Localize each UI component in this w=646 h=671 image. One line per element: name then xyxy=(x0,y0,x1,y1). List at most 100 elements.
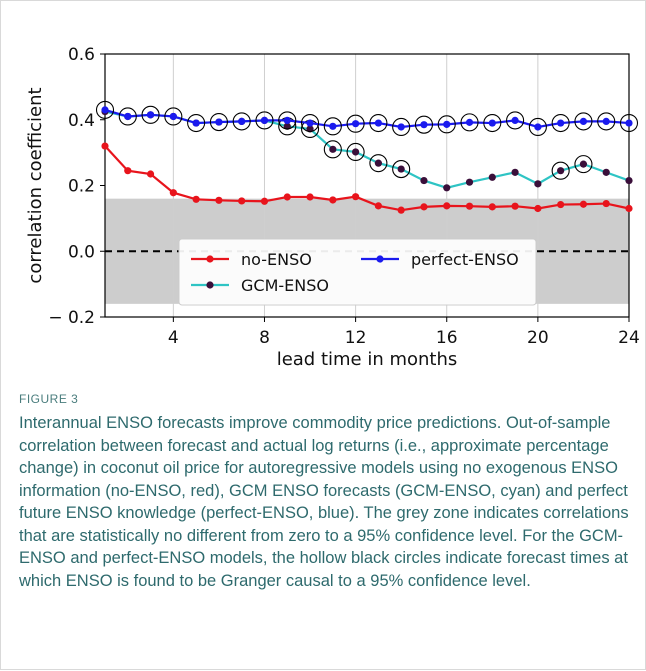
y-tick-label: 0.0 xyxy=(68,242,95,262)
granger-circle xyxy=(232,112,251,131)
data-point xyxy=(443,120,451,128)
data-point xyxy=(602,199,610,208)
data-point xyxy=(557,167,565,175)
data-point xyxy=(306,125,314,133)
x-tick-label: 20 xyxy=(527,328,549,348)
data-point xyxy=(534,204,542,213)
data-point xyxy=(557,200,565,209)
data-point xyxy=(465,178,474,186)
granger-circle xyxy=(392,160,411,179)
data-point xyxy=(124,112,132,121)
data-point xyxy=(169,112,177,121)
granger-circle xyxy=(300,113,320,133)
legend-marker xyxy=(206,281,214,289)
series-line xyxy=(104,108,630,129)
granger-circle xyxy=(414,115,434,134)
data-point xyxy=(488,173,496,181)
legend-label: perfect-ENSO xyxy=(411,250,519,269)
granger-circle xyxy=(528,117,547,137)
granger-circle xyxy=(95,100,115,119)
data-point xyxy=(192,119,200,127)
granger-circle xyxy=(574,155,593,174)
y-tick-label: 0.6 xyxy=(68,45,95,65)
granger-circle xyxy=(574,112,593,131)
data-point xyxy=(625,204,633,213)
data-point xyxy=(602,117,610,125)
data-point xyxy=(283,122,291,130)
data-point xyxy=(283,116,291,125)
data-point xyxy=(329,145,337,153)
granger-circle xyxy=(369,113,388,133)
y-tick-label: 0.4 xyxy=(68,111,95,131)
data-point xyxy=(579,117,588,125)
data-point xyxy=(420,121,428,129)
granger-circle xyxy=(164,107,183,126)
data-point xyxy=(557,119,565,127)
data-point xyxy=(329,196,337,204)
data-point xyxy=(397,123,405,131)
y-axis-label: correlation coefficient xyxy=(25,87,46,283)
data-point xyxy=(420,203,428,211)
granger-circle xyxy=(278,111,297,130)
data-point xyxy=(579,200,588,208)
data-point xyxy=(169,189,177,197)
data-point xyxy=(534,123,542,131)
granger-circle xyxy=(437,115,456,134)
data-point xyxy=(283,193,291,201)
data-point xyxy=(101,106,109,114)
data-point xyxy=(488,203,496,211)
data-point xyxy=(465,202,474,210)
data-point xyxy=(625,176,633,185)
data-point xyxy=(124,167,132,175)
granger-circle xyxy=(460,113,479,132)
granger-circle xyxy=(209,113,228,132)
data-point xyxy=(329,122,337,130)
data-point xyxy=(101,142,109,150)
data-point xyxy=(238,197,246,205)
granger-circle xyxy=(483,113,502,133)
data-point xyxy=(306,193,314,201)
data-point xyxy=(511,168,519,176)
granger-circle xyxy=(619,113,639,133)
legend-label: GCM-ENSO xyxy=(241,276,329,295)
figure-label: FIGURE 3 xyxy=(19,392,79,406)
data-point xyxy=(625,119,633,127)
granger-circle xyxy=(551,113,570,133)
data-point xyxy=(352,148,360,156)
data-point xyxy=(397,165,405,173)
y-tick-label: 0.2 xyxy=(68,177,95,197)
data-point xyxy=(260,116,269,125)
data-point xyxy=(488,119,496,127)
data-point xyxy=(215,118,223,126)
granger-circle xyxy=(346,114,365,133)
data-point xyxy=(602,168,610,176)
granger-circle xyxy=(597,112,616,131)
data-point xyxy=(192,195,200,203)
data-point xyxy=(306,119,314,127)
x-tick-label: 4 xyxy=(168,328,179,348)
data-point xyxy=(352,120,360,128)
data-point xyxy=(146,170,155,178)
data-point xyxy=(534,180,542,188)
correlation-line-chart: − 0.2 0.0 0.2 0.4 0.6 4 8 12 16 20 24 lead time in … xyxy=(25,45,640,370)
data-point xyxy=(511,202,519,210)
x-axis-label: lead time in months xyxy=(277,349,458,370)
granger-circle xyxy=(392,117,411,137)
granger-circle xyxy=(551,161,570,180)
granger-circle xyxy=(506,111,525,130)
data-point xyxy=(260,197,269,205)
y-tick-label: − 0.2 xyxy=(48,308,95,328)
data-point xyxy=(465,118,474,126)
data-point xyxy=(374,159,382,167)
granger-circle xyxy=(323,140,342,159)
x-tick-label: 24 xyxy=(618,328,640,348)
data-point xyxy=(352,193,360,201)
data-point xyxy=(511,116,519,125)
legend-marker xyxy=(376,255,384,263)
x-tick-label: 12 xyxy=(345,328,367,348)
granger-circle xyxy=(187,113,206,133)
data-point xyxy=(374,202,382,210)
legend-box xyxy=(178,238,537,306)
x-tick-label: 8 xyxy=(259,328,270,348)
